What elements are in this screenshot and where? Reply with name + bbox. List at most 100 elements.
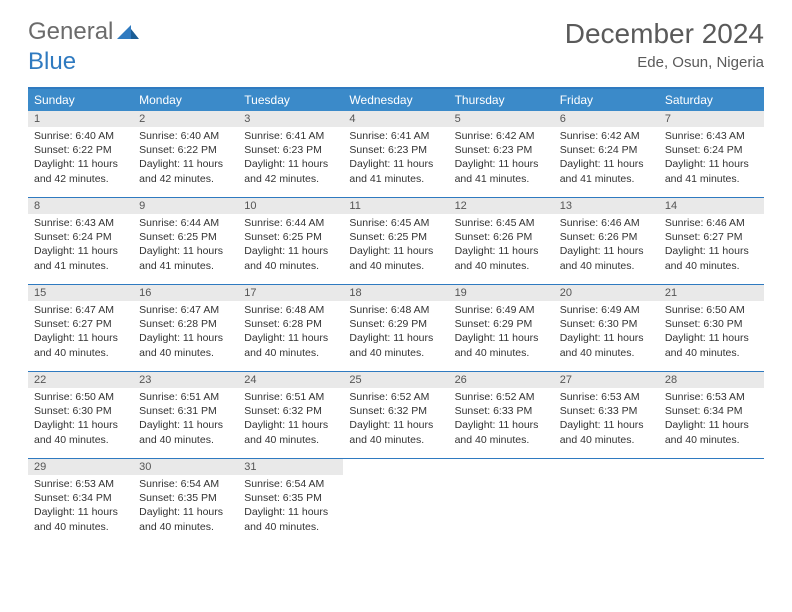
day-number: 9: [133, 198, 238, 214]
sunrise-line: Sunrise: 6:44 AM: [244, 216, 337, 230]
calendar-day: 21Sunrise: 6:50 AMSunset: 6:30 PMDayligh…: [659, 285, 764, 371]
calendar-day: 6Sunrise: 6:42 AMSunset: 6:24 PMDaylight…: [554, 111, 659, 197]
sunset-line: Sunset: 6:23 PM: [244, 143, 337, 157]
day-number: 14: [659, 198, 764, 214]
day-details: Sunrise: 6:46 AMSunset: 6:27 PMDaylight:…: [659, 214, 764, 273]
day-details: Sunrise: 6:40 AMSunset: 6:22 PMDaylight:…: [133, 127, 238, 186]
day-details: Sunrise: 6:40 AMSunset: 6:22 PMDaylight:…: [28, 127, 133, 186]
day-number: 17: [238, 285, 343, 301]
calendar-day: 27Sunrise: 6:53 AMSunset: 6:33 PMDayligh…: [554, 372, 659, 458]
day-number: 19: [449, 285, 554, 301]
sunset-line: Sunset: 6:22 PM: [139, 143, 232, 157]
daylight-line: Daylight: 11 hours and 42 minutes.: [139, 157, 232, 185]
day-number: 13: [554, 198, 659, 214]
day-details: Sunrise: 6:48 AMSunset: 6:29 PMDaylight:…: [343, 301, 448, 360]
daylight-line: Daylight: 11 hours and 40 minutes.: [455, 331, 548, 359]
day-of-week-header: SundayMondayTuesdayWednesdayThursdayFrid…: [28, 89, 764, 111]
day-number: 31: [238, 459, 343, 475]
logo-triangle-icon: [117, 23, 139, 44]
sunset-line: Sunset: 6:28 PM: [139, 317, 232, 331]
day-number: 10: [238, 198, 343, 214]
calendar-day: 15Sunrise: 6:47 AMSunset: 6:27 PMDayligh…: [28, 285, 133, 371]
daylight-line: Daylight: 11 hours and 41 minutes.: [665, 157, 758, 185]
sunset-line: Sunset: 6:30 PM: [665, 317, 758, 331]
calendar-day: 18Sunrise: 6:48 AMSunset: 6:29 PMDayligh…: [343, 285, 448, 371]
day-details: Sunrise: 6:53 AMSunset: 6:34 PMDaylight:…: [659, 388, 764, 447]
sunrise-line: Sunrise: 6:46 AM: [560, 216, 653, 230]
calendar-day: 29Sunrise: 6:53 AMSunset: 6:34 PMDayligh…: [28, 459, 133, 545]
dow-thursday: Thursday: [449, 89, 554, 111]
daylight-line: Daylight: 11 hours and 40 minutes.: [455, 418, 548, 446]
day-details: Sunrise: 6:50 AMSunset: 6:30 PMDaylight:…: [659, 301, 764, 360]
day-number: 21: [659, 285, 764, 301]
day-details: Sunrise: 6:47 AMSunset: 6:27 PMDaylight:…: [28, 301, 133, 360]
sunrise-line: Sunrise: 6:43 AM: [34, 216, 127, 230]
calendar-day: 30Sunrise: 6:54 AMSunset: 6:35 PMDayligh…: [133, 459, 238, 545]
calendar-day: 7Sunrise: 6:43 AMSunset: 6:24 PMDaylight…: [659, 111, 764, 197]
day-number: 2: [133, 111, 238, 127]
calendar-day: 24Sunrise: 6:51 AMSunset: 6:32 PMDayligh…: [238, 372, 343, 458]
dow-sunday: Sunday: [28, 89, 133, 111]
sunset-line: Sunset: 6:28 PM: [244, 317, 337, 331]
day-details: Sunrise: 6:53 AMSunset: 6:34 PMDaylight:…: [28, 475, 133, 534]
day-number: 23: [133, 372, 238, 388]
sunrise-line: Sunrise: 6:51 AM: [244, 390, 337, 404]
daylight-line: Daylight: 11 hours and 40 minutes.: [139, 418, 232, 446]
daylight-line: Daylight: 11 hours and 40 minutes.: [34, 331, 127, 359]
day-number: 5: [449, 111, 554, 127]
day-details: Sunrise: 6:47 AMSunset: 6:28 PMDaylight:…: [133, 301, 238, 360]
sunset-line: Sunset: 6:27 PM: [34, 317, 127, 331]
day-number: 24: [238, 372, 343, 388]
sunset-line: Sunset: 6:23 PM: [349, 143, 442, 157]
dow-saturday: Saturday: [659, 89, 764, 111]
sunrise-line: Sunrise: 6:43 AM: [665, 129, 758, 143]
sunset-line: Sunset: 6:26 PM: [455, 230, 548, 244]
daylight-line: Daylight: 11 hours and 40 minutes.: [349, 331, 442, 359]
sunrise-line: Sunrise: 6:52 AM: [455, 390, 548, 404]
day-details: Sunrise: 6:42 AMSunset: 6:23 PMDaylight:…: [449, 127, 554, 186]
header: General December 2024 Ede, Osun, Nigeria: [0, 0, 792, 79]
calendar: SundayMondayTuesdayWednesdayThursdayFrid…: [28, 87, 764, 545]
day-details: Sunrise: 6:45 AMSunset: 6:26 PMDaylight:…: [449, 214, 554, 273]
daylight-line: Daylight: 11 hours and 40 minutes.: [244, 418, 337, 446]
day-details: Sunrise: 6:54 AMSunset: 6:35 PMDaylight:…: [238, 475, 343, 534]
calendar-week: 22Sunrise: 6:50 AMSunset: 6:30 PMDayligh…: [28, 371, 764, 458]
day-details: Sunrise: 6:51 AMSunset: 6:32 PMDaylight:…: [238, 388, 343, 447]
day-number: 28: [659, 372, 764, 388]
daylight-line: Daylight: 11 hours and 40 minutes.: [139, 505, 232, 533]
sunrise-line: Sunrise: 6:54 AM: [139, 477, 232, 491]
sunset-line: Sunset: 6:34 PM: [665, 404, 758, 418]
day-number: 8: [28, 198, 133, 214]
daylight-line: Daylight: 11 hours and 40 minutes.: [244, 505, 337, 533]
sunrise-line: Sunrise: 6:50 AM: [665, 303, 758, 317]
sunrise-line: Sunrise: 6:51 AM: [139, 390, 232, 404]
day-number: 18: [343, 285, 448, 301]
daylight-line: Daylight: 11 hours and 41 minutes.: [455, 157, 548, 185]
day-details: Sunrise: 6:45 AMSunset: 6:25 PMDaylight:…: [343, 214, 448, 273]
location-text: Ede, Osun, Nigeria: [565, 54, 764, 71]
calendar-day: 4Sunrise: 6:41 AMSunset: 6:23 PMDaylight…: [343, 111, 448, 197]
day-number: 29: [28, 459, 133, 475]
sunrise-line: Sunrise: 6:47 AM: [139, 303, 232, 317]
calendar-day: 10Sunrise: 6:44 AMSunset: 6:25 PMDayligh…: [238, 198, 343, 284]
sunrise-line: Sunrise: 6:41 AM: [244, 129, 337, 143]
day-number: 20: [554, 285, 659, 301]
day-details: Sunrise: 6:41 AMSunset: 6:23 PMDaylight:…: [343, 127, 448, 186]
day-details: Sunrise: 6:48 AMSunset: 6:28 PMDaylight:…: [238, 301, 343, 360]
day-details: Sunrise: 6:49 AMSunset: 6:29 PMDaylight:…: [449, 301, 554, 360]
sunset-line: Sunset: 6:24 PM: [34, 230, 127, 244]
calendar-day: 16Sunrise: 6:47 AMSunset: 6:28 PMDayligh…: [133, 285, 238, 371]
day-details: Sunrise: 6:49 AMSunset: 6:30 PMDaylight:…: [554, 301, 659, 360]
day-number: 6: [554, 111, 659, 127]
day-number: 26: [449, 372, 554, 388]
day-number: 27: [554, 372, 659, 388]
dow-monday: Monday: [133, 89, 238, 111]
day-details: Sunrise: 6:42 AMSunset: 6:24 PMDaylight:…: [554, 127, 659, 186]
sunrise-line: Sunrise: 6:45 AM: [349, 216, 442, 230]
title-block: December 2024 Ede, Osun, Nigeria: [565, 18, 764, 71]
sunrise-line: Sunrise: 6:40 AM: [34, 129, 127, 143]
day-number: 25: [343, 372, 448, 388]
sunrise-line: Sunrise: 6:44 AM: [139, 216, 232, 230]
calendar-week: 8Sunrise: 6:43 AMSunset: 6:24 PMDaylight…: [28, 197, 764, 284]
sunset-line: Sunset: 6:24 PM: [665, 143, 758, 157]
